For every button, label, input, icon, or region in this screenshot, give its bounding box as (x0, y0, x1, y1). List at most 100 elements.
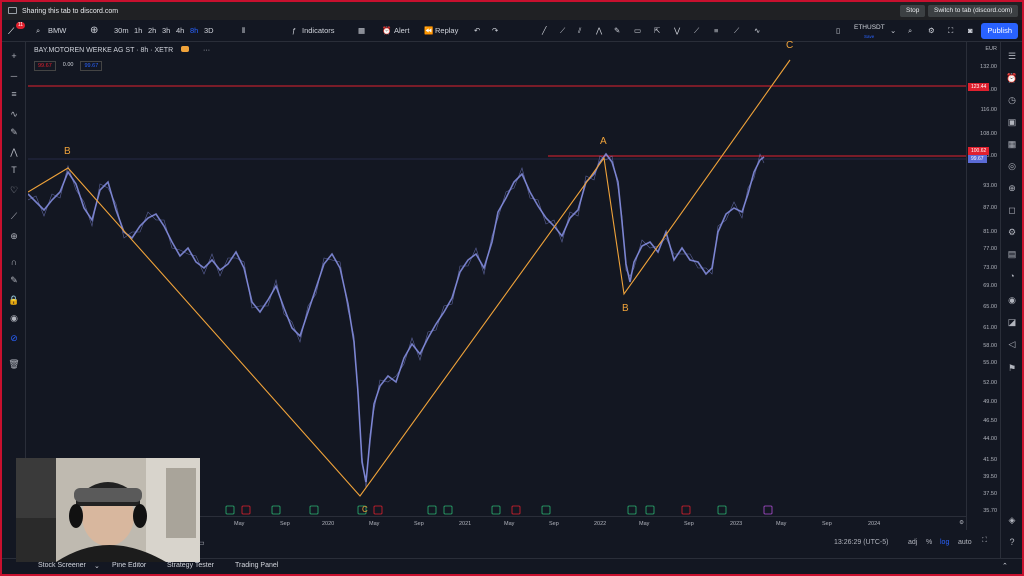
measure-icon[interactable]: ⇱ (654, 26, 661, 35)
line-tool-icon[interactable]: ─ (10, 71, 18, 81)
publish-button[interactable]: Publish (981, 23, 1018, 39)
chevron-down-icon[interactable]: ⌄ (94, 563, 100, 570)
alerts-icon[interactable]: ⏰ (1006, 73, 1018, 83)
shapes-icon[interactable]: ⟋ (734, 26, 740, 35)
time-axis[interactable]: May Sep 2020 May Sep 2021 May Sep 2022 May Sep 2023… (28, 516, 966, 530)
brush-tool-icon[interactable]: ✎ (10, 127, 18, 137)
calculator-icon[interactable]: ▤ (1007, 249, 1017, 259)
chart-type-icon[interactable]: ⫴ (242, 26, 246, 35)
more-icon[interactable]: ··· (203, 47, 211, 54)
price-axis[interactable]: EUR 132.00124.00116.00108.00100.0093.008… (966, 42, 1000, 530)
ruler-icon[interactable]: ⟋ (10, 211, 18, 221)
watchlist-icon[interactable]: ☰ (1007, 51, 1017, 61)
text-tool-icon[interactable]: T (11, 165, 17, 175)
pair-save[interactable]: Save (864, 34, 875, 39)
lock-icon[interactable]: 🔒 (8, 295, 20, 305)
fib-tool-icon[interactable]: ≡ (11, 89, 17, 99)
price-tick-label: 65.00 (983, 304, 997, 310)
ideas-icon[interactable]: ◎ (1008, 161, 1016, 171)
time-tick-label: Sep (414, 521, 424, 527)
price-tick-label: 46.50 (983, 418, 997, 424)
interval-3h[interactable]: 3h (162, 26, 171, 35)
event-marker (373, 505, 383, 515)
calendar-icon[interactable]: ▭ (198, 540, 205, 547)
expand-icon[interactable]: ⛶ (982, 537, 987, 544)
log-toggle[interactable]: log (940, 539, 950, 546)
eye-icon[interactable]: ◉ (10, 313, 18, 323)
layout-icon[interactable]: ▦ (358, 26, 366, 35)
redo-icon[interactable]: ↷ (492, 26, 499, 35)
trash-icon[interactable]: 🗑 (8, 359, 20, 369)
chat-icon[interactable]: ◻ (1008, 205, 1016, 215)
tab-stock-screener[interactable]: Stock Screener (38, 562, 86, 569)
replay-button[interactable]: Replay (435, 26, 459, 35)
calendar-icon-2[interactable]: ▦ (1007, 139, 1017, 149)
pair-label[interactable]: ETHUSDT (854, 24, 885, 31)
layers-icon[interactable]: ◈ (1008, 515, 1016, 525)
messages-icon[interactable]: ◪ (1007, 317, 1017, 327)
interval-30m[interactable]: 30m (114, 26, 129, 35)
lock-drawing-icon[interactable]: ✎ (10, 275, 18, 285)
trendline-icon[interactable]: ⟋ (560, 26, 566, 35)
tab-pine-editor[interactable]: Pine Editor (112, 562, 147, 569)
symbol-search-input[interactable]: BMW (48, 26, 67, 35)
bottom-panel-tabs: Stock Screener ⌄ Pine Editor Strategy Te… (2, 558, 1022, 574)
switch-tab-button[interactable]: Switch to tab (discord.com) (928, 5, 1019, 17)
flag-icon[interactable]: ⚑ (1007, 363, 1017, 373)
broadcast-icon[interactable]: ◉ (1008, 295, 1016, 305)
tab-trading-panel[interactable]: Trading Panel (235, 562, 279, 569)
tradingview-logo-icon[interactable]: ⟋ (8, 26, 15, 36)
compare-add-icon[interactable]: ⊕ (90, 25, 99, 36)
interval-4h[interactable]: 4h (176, 26, 185, 35)
alert-icon[interactable]: ⏰ (382, 26, 392, 35)
zoom-icon[interactable]: ⊕ (10, 231, 18, 241)
tab-strategy-tester[interactable]: Strategy Tester (167, 562, 214, 569)
undo-icon[interactable]: ↶ (474, 26, 481, 35)
adj-toggle[interactable]: adj (908, 539, 918, 546)
indicators-icon[interactable]: ƒ (292, 26, 297, 35)
watchlist-panel-icon[interactable]: ▯ (836, 26, 841, 35)
heart-icon[interactable]: ♡ (9, 185, 19, 195)
data-window-icon[interactable]: ◷ (1008, 95, 1016, 105)
interval-2h[interactable]: 2h (148, 26, 157, 35)
streams-icon[interactable]: ⊕ (1008, 183, 1016, 193)
collapse-icon[interactable]: ⌃ (1002, 563, 1008, 570)
community-icon[interactable]: ⚙ (1007, 227, 1017, 237)
notifications-icon[interactable]: ◔ (1009, 271, 1015, 281)
magnet-icon[interactable]: ∩ (10, 257, 18, 267)
crosshair-icon[interactable]: + (11, 51, 17, 61)
interval-8h[interactable]: 8h (190, 26, 199, 35)
pattern-icon[interactable]: ⋀ (596, 26, 603, 35)
axis-settings-icon[interactable]: ⚙ (959, 520, 964, 526)
link-icon[interactable]: ⊘ (10, 333, 18, 343)
elliott-icon[interactable]: ⋁ (674, 26, 681, 35)
wave-tool-icon[interactable]: ∿ (754, 26, 761, 35)
stop-sharing-button[interactable]: Stop (900, 5, 926, 17)
channel-icon[interactable]: ⫽ (578, 26, 582, 35)
alert-button[interactable]: Alert (394, 26, 410, 35)
hotlist-icon[interactable]: ▣ (1007, 117, 1017, 127)
replay-icon[interactable]: ⏪ (424, 26, 434, 35)
settings-gear-icon[interactable]: ⚙ (928, 26, 935, 35)
chart-pane[interactable] (28, 42, 966, 530)
brush-icon[interactable]: ✎ (614, 26, 621, 35)
indicators-button[interactable]: Indicators (302, 26, 335, 35)
search-icon-2[interactable]: ⌕ (908, 26, 913, 35)
camera-icon[interactable]: ◙ (968, 26, 973, 35)
forecast-icon[interactable]: ⟋ (694, 26, 700, 35)
search-icon[interactable]: ⌕ (36, 26, 41, 35)
auto-toggle[interactable]: auto (958, 539, 972, 546)
projection-tool-icon[interactable]: ⋀ (10, 147, 18, 157)
megaphone-icon[interactable]: ◁ (1008, 339, 1016, 349)
fib-icon[interactable]: ≡ (714, 26, 719, 35)
percent-toggle[interactable]: % (926, 539, 933, 546)
interval-3D[interactable]: 3D (204, 26, 214, 35)
pair-dropdown-icon[interactable]: ⌄ (890, 26, 897, 35)
text-icon[interactable]: ▭ (634, 26, 642, 35)
chart-canvas[interactable] (28, 42, 966, 516)
interval-1h[interactable]: 1h (134, 26, 143, 35)
fullscreen-icon[interactable]: ⛶ (948, 26, 954, 35)
pattern-tool-icon[interactable]: ∿ (10, 109, 18, 119)
cursor-tool-icon[interactable]: ╱ (542, 26, 547, 35)
help-icon[interactable]: ? (1009, 537, 1015, 547)
